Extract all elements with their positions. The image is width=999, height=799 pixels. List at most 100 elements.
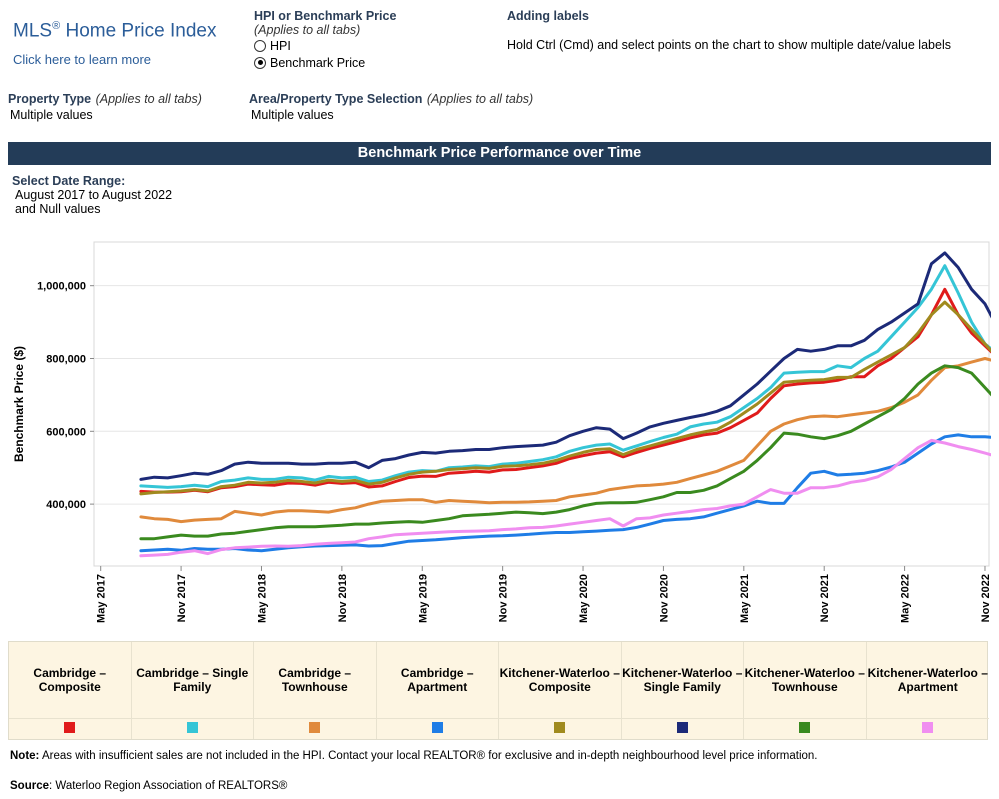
legend-item[interactable]: Cambridge – Single Family	[131, 642, 254, 739]
area-selection-filter[interactable]: Area/Property Type Selection (Applies to…	[249, 90, 533, 122]
price-toggle-label: HPI or Benchmark Price	[254, 9, 397, 23]
legend-divider	[376, 718, 498, 719]
source-text: : Waterloo Region Association of REALTOR…	[49, 780, 288, 792]
x-tick-label: May 2019	[417, 574, 429, 623]
legend-swatch	[554, 722, 565, 733]
x-tick-label: May 2020	[578, 574, 590, 623]
legend-label: Cambridge – Composite	[33, 666, 107, 694]
y-tick-label: 400,000	[46, 499, 86, 511]
date-range-label: Select Date Range:	[12, 174, 126, 188]
series-line-4[interactable]	[139, 300, 991, 496]
footer-note: Note: Areas with insufficient sales are …	[10, 750, 818, 762]
x-axis-ticks: May 2017 Nov 2017 May 2018 Nov 2018 May 2019…	[96, 566, 991, 623]
series-line-3[interactable]	[139, 433, 991, 553]
area-selection-value[interactable]: Multiple values	[251, 108, 334, 122]
radio-option-benchmark[interactable]: Benchmark Price	[254, 54, 396, 71]
legend-label: Cambridge – Single Family	[136, 666, 249, 694]
legend-item[interactable]: Cambridge – Townhouse	[254, 642, 377, 739]
y-tick-label: 800,000	[46, 353, 86, 365]
legend-swatch	[186, 722, 198, 733]
x-tick-label: Nov 2020	[658, 574, 670, 622]
property-type-label: Property Type	[8, 92, 92, 106]
date-range-null: and Null values	[15, 202, 101, 216]
series-line-0[interactable]	[139, 287, 991, 494]
x-tick-label: Nov 2019	[498, 574, 510, 622]
x-tick-label: Nov 2018	[337, 574, 349, 622]
y-tick-label: 600,000	[46, 426, 86, 438]
legend-swatch	[431, 722, 443, 733]
chart-grid	[90, 285, 989, 505]
y-tick-label: 1,000,000	[37, 281, 86, 293]
x-tick-label: May 2022	[900, 574, 912, 623]
legend-swatch	[309, 722, 320, 733]
source-bold: Source	[10, 780, 49, 792]
x-tick-label: May 2021	[739, 574, 751, 623]
note-text: Areas with insufficient sales are not in…	[39, 750, 818, 762]
legend-label: Cambridge – Apartment	[400, 666, 474, 694]
price-toggle: HPI or Benchmark Price (Applies to all t…	[254, 9, 396, 71]
brand-registered-mark: ®	[52, 20, 61, 32]
legend-divider	[254, 718, 376, 719]
x-tick-label: May 2018	[256, 574, 268, 623]
legend-label: Kitchener-Waterloo – Townhouse	[744, 666, 865, 694]
legend-label: Kitchener-Waterloo – Single Family	[622, 666, 743, 694]
legend-label: Cambridge – Townhouse	[278, 666, 352, 694]
brand-title-rest: Home Price Index	[60, 20, 217, 42]
legend-item[interactable]: Cambridge – Apartment	[376, 642, 499, 739]
legend-item[interactable]: Kitchener-Waterloo – Composite	[499, 642, 622, 739]
adding-labels-text: Hold Ctrl (Cmd) and select points on the…	[507, 38, 951, 52]
x-tick-label: Nov 2017	[176, 574, 188, 622]
series-line-5[interactable]	[139, 251, 991, 481]
legend-divider	[131, 718, 253, 719]
radio-hpi[interactable]	[254, 39, 266, 52]
series-line-2[interactable]	[139, 357, 991, 524]
legend-item[interactable]: Kitchener-Waterloo – Apartment	[866, 642, 989, 739]
y-axis-label: Benchmark Price ($)	[12, 346, 26, 462]
learn-more-link[interactable]: Click here to learn more	[13, 52, 151, 67]
legend-label: Kitchener-Waterloo – Composite	[499, 666, 620, 694]
legend-swatch	[676, 722, 688, 733]
adding-labels-panel: Adding labels Hold Ctrl (Cmd) and select…	[507, 9, 951, 52]
legend-divider	[621, 718, 743, 719]
radio-benchmark[interactable]	[254, 56, 266, 69]
chart-series[interactable]	[139, 251, 991, 558]
x-tick-label: Nov 2021	[819, 574, 831, 622]
y-axis-ticks: 400,000 600,000 800,000 1,000,000	[37, 281, 86, 511]
legend-divider	[866, 718, 989, 719]
radio-option-hpi[interactable]: HPI	[254, 37, 396, 54]
chart-legend: Cambridge – Composite Cambridge – Single …	[8, 641, 989, 740]
brand-title-text: MLS	[13, 20, 53, 42]
brand-title: MLS® Home Price Index	[13, 20, 216, 42]
radio-hpi-label: HPI	[270, 38, 291, 53]
date-range-value[interactable]: August 2017 to August 2022	[15, 188, 173, 202]
legend-swatch	[64, 722, 75, 733]
series-line-7[interactable]	[139, 438, 991, 558]
area-selection-scope: (Applies to all tabs)	[426, 92, 534, 106]
legend-label: Kitchener-Waterloo – Apartment	[867, 666, 988, 694]
legend-divider	[499, 718, 621, 719]
property-type-filter[interactable]: Property Type (Applies to all tabs) Mult…	[8, 90, 202, 122]
price-toggle-scope: (Applies to all tabs)	[254, 23, 361, 37]
x-tick-label: Nov 2022	[980, 574, 991, 622]
adding-labels-title: Adding labels	[507, 9, 589, 23]
x-tick-label: May 2017	[96, 574, 108, 623]
benchmark-price-chart[interactable]: 400,000 600,000 800,000 1,000,000 May 2017 N…	[8, 238, 991, 638]
note-bold: Note:	[10, 750, 40, 762]
property-type-scope: (Applies to all tabs)	[95, 92, 202, 106]
legend-swatch	[799, 722, 810, 733]
property-type-value[interactable]: Multiple values	[10, 108, 93, 122]
legend-swatch	[921, 722, 933, 733]
series-line-1[interactable]	[139, 264, 991, 489]
footer-source: Source: Waterloo Region Association of R…	[10, 780, 287, 792]
radio-benchmark-label: Benchmark Price	[270, 55, 366, 70]
chart-banner-title: Benchmark Price Performance over Time	[8, 142, 991, 165]
chart-plot-area	[93, 241, 990, 567]
legend-item[interactable]: Kitchener-Waterloo – Single Family	[621, 642, 744, 739]
legend-item[interactable]: Cambridge – Composite	[9, 642, 132, 739]
legend-item[interactable]: Kitchener-Waterloo – Townhouse	[744, 642, 867, 739]
legend-divider	[744, 718, 866, 719]
date-range-filter[interactable]: Select Date Range: August 2017 to August…	[12, 174, 172, 216]
area-selection-label: Area/Property Type Selection	[249, 92, 423, 106]
legend-divider	[9, 718, 131, 719]
series-line-6[interactable]	[139, 364, 991, 541]
